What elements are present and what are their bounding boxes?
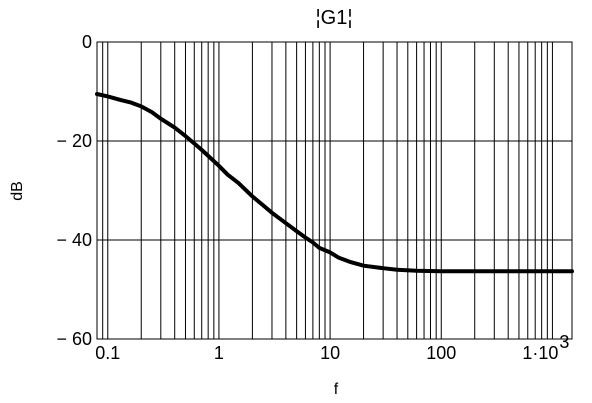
y-tick-label-3: − 60 (56, 329, 92, 349)
x-axis-label: f (334, 381, 339, 398)
x-tick-label-1: 1 (214, 343, 224, 363)
y-tick-label-0: 0 (82, 32, 92, 52)
grid (96, 41, 572, 340)
data-marks (95, 92, 574, 274)
x-tick-label-0: 0.1 (95, 343, 120, 363)
series-line-0 (95, 92, 574, 274)
chart-title: ¦G1¦ (315, 7, 352, 29)
x-tick-label-4: 1·10 (522, 343, 558, 363)
x-tick-label-2: 10 (320, 343, 340, 363)
y-axis-label: dB (9, 181, 26, 201)
x-tick-label-3: 100 (426, 343, 456, 363)
y-tick-labels: 0 − 20 − 40 − 60 (56, 32, 92, 349)
x-tick-labels: 0.1 1 10 100 1·103 (95, 332, 569, 363)
plot-frame (96, 41, 573, 340)
y-tick-label-2: − 40 (56, 230, 92, 250)
x-tick-exponent-4: 3 (559, 332, 569, 352)
y-tick-label-1: − 20 (56, 131, 92, 151)
